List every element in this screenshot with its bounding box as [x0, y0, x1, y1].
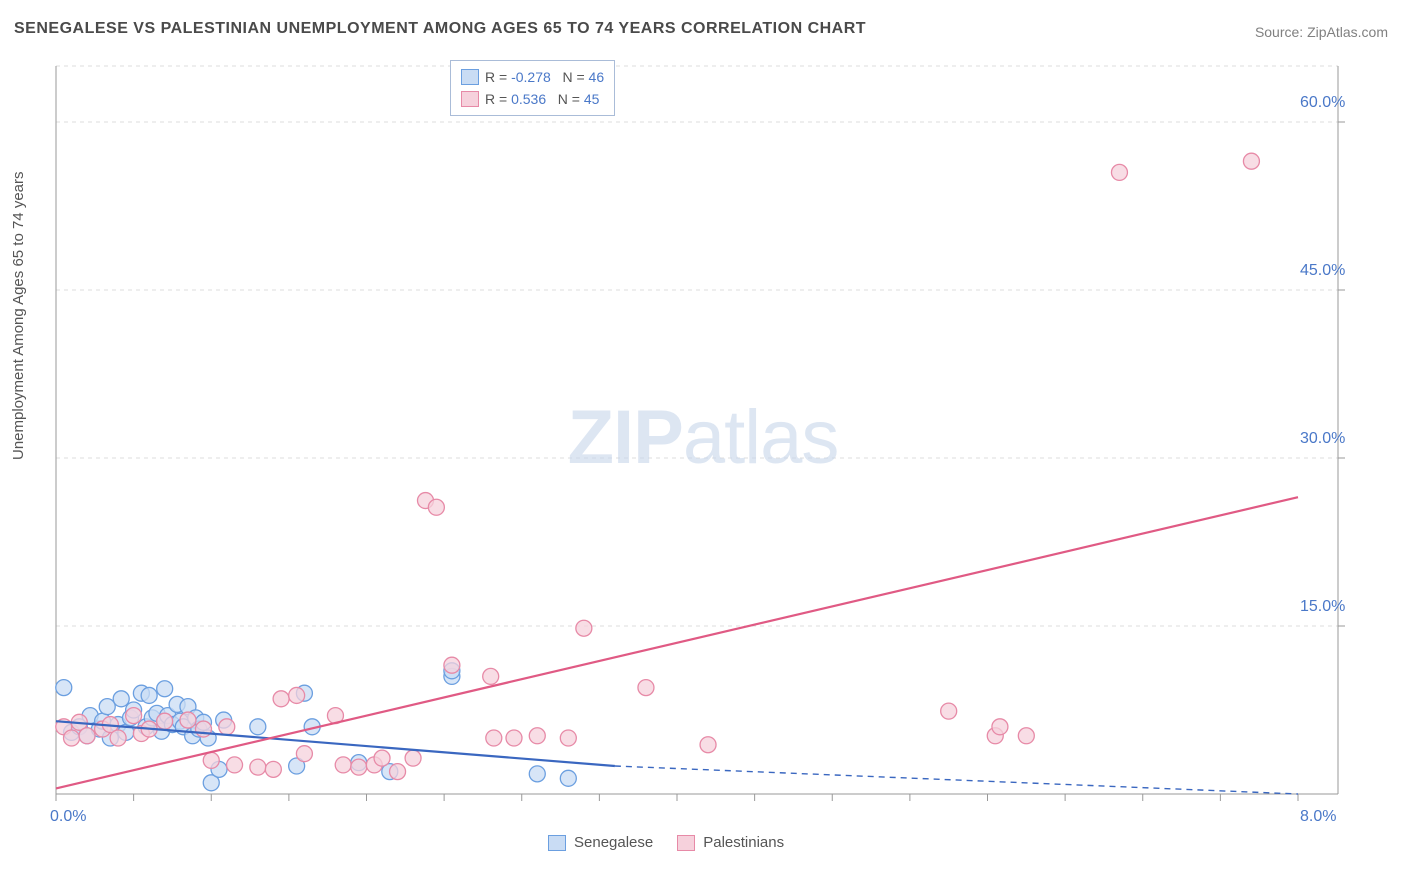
chart-title: SENEGALESE VS PALESTINIAN UNEMPLOYMENT A… — [14, 20, 866, 38]
legend-swatch — [461, 91, 479, 107]
legend-item-senegalese: Senegalese — [548, 834, 653, 851]
legend-row-senegalese: R = -0.278 N = 46 — [461, 66, 604, 88]
legend-row-palestinians: R = 0.536 N = 45 — [461, 88, 604, 110]
x-tick-label-right: 8.0% — [1300, 808, 1336, 826]
correlation-legend: R = -0.278 N = 46 R = 0.536 N = 45 — [450, 60, 615, 116]
legend-stats: R = -0.278 N = 46 — [485, 69, 604, 85]
y-tick-label: 30.0% — [1300, 430, 1345, 448]
legend-series-name: Palestinians — [703, 834, 784, 851]
legend-series-name: Senegalese — [574, 834, 653, 851]
series-legend: Senegalese Palestinians — [548, 834, 784, 851]
legend-swatch — [548, 835, 566, 851]
legend-item-palestinians: Palestinians — [677, 834, 784, 851]
legend-stats: R = 0.536 N = 45 — [485, 91, 599, 107]
legend-swatch — [677, 835, 695, 851]
y-axis-label: Unemployment Among Ages 65 to 74 years — [10, 171, 27, 460]
source-label: Source: ZipAtlas.com — [1255, 24, 1388, 40]
legend-swatch — [461, 69, 479, 85]
x-tick-label-left: 0.0% — [50, 808, 86, 826]
y-tick-label: 60.0% — [1300, 94, 1345, 112]
y-tick-label: 45.0% — [1300, 262, 1345, 280]
y-tick-label: 15.0% — [1300, 598, 1345, 616]
plot-area — [48, 58, 1348, 818]
